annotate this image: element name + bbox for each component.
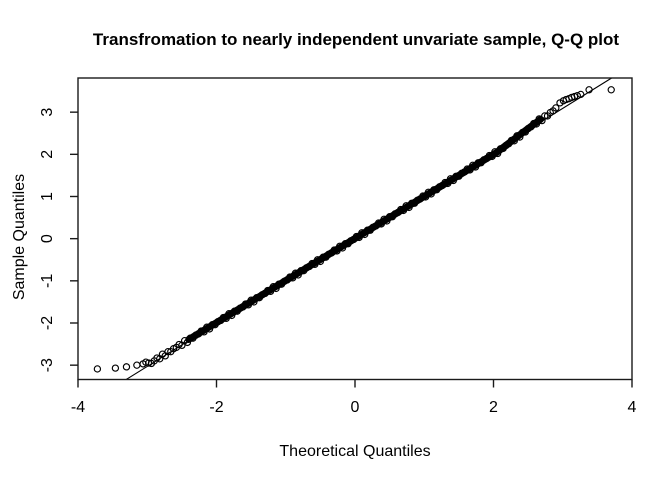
qq-point: [474, 159, 482, 167]
y-tick-label: -3: [39, 358, 56, 372]
qq-point: [93, 365, 102, 373]
qq-point: [573, 92, 581, 100]
qq-point: [275, 280, 283, 288]
qq-point: [607, 86, 615, 94]
qq-point: [230, 307, 239, 315]
qq-point: [585, 86, 593, 94]
x-tick-label: 2: [489, 399, 498, 416]
qq-point: [507, 136, 516, 145]
x-tick-label: -4: [71, 399, 85, 416]
qq-point: [577, 90, 585, 99]
qq-point: [111, 364, 120, 372]
qq-point: [186, 334, 194, 342]
qq-point: [408, 199, 416, 207]
qq-point: [297, 267, 305, 275]
qq-point: [541, 112, 549, 120]
y-tick-label: 2: [39, 150, 56, 159]
qq-point: [122, 363, 131, 371]
qq-point: [133, 361, 141, 369]
plot-box: [77, 77, 633, 381]
chart-title: Transfromation to nearly independent unv…: [92, 30, 620, 49]
y-tick-label: 0: [39, 234, 56, 243]
qq-point: [363, 226, 372, 234]
qq-point: [164, 347, 172, 356]
y-tick-label: -1: [39, 274, 56, 288]
qq-point: [496, 145, 505, 153]
x-tick-label: 0: [351, 399, 360, 416]
qq-point: [529, 119, 538, 128]
x-tick-label: -2: [209, 399, 223, 416]
qq-point: [518, 128, 527, 137]
qq-point: [319, 253, 327, 261]
qq-point: [208, 321, 217, 329]
qq-point: [385, 213, 394, 221]
x-tick-label: 4: [628, 399, 637, 416]
qq-point: [252, 294, 261, 302]
y-tick-label: 3: [39, 108, 56, 117]
y-tick-label: -2: [39, 316, 56, 330]
qq-point: [341, 240, 349, 248]
qq-point: [452, 172, 460, 180]
x-axis-title: Theoretical Quantiles: [279, 443, 431, 460]
y-tick-label: 1: [39, 192, 56, 201]
qq-point: [552, 104, 560, 112]
qq-point: [430, 186, 438, 194]
